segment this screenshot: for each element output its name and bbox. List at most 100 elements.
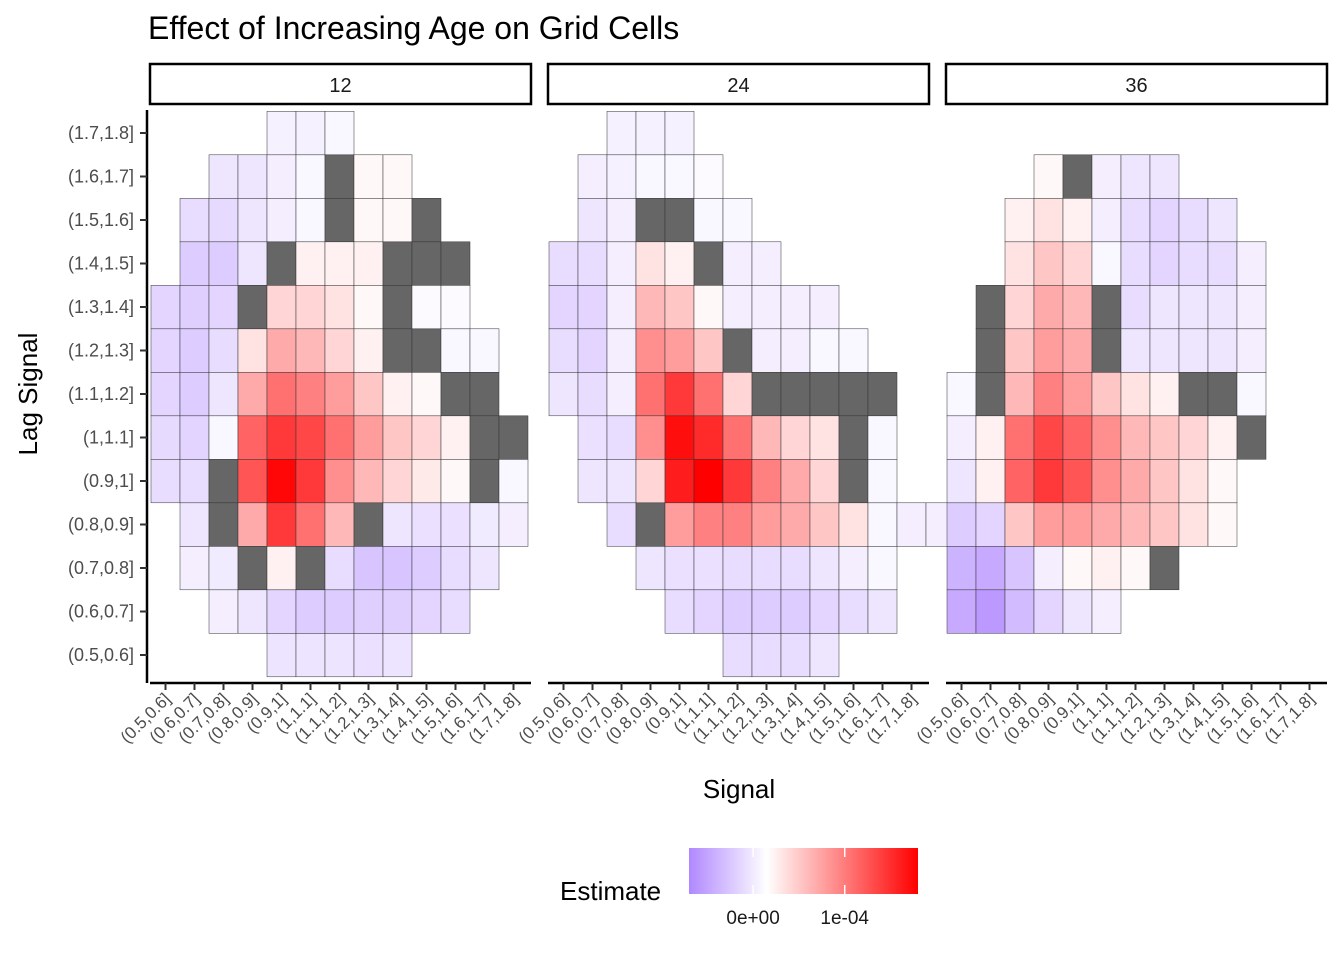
heatmap-cell [751,372,782,417]
heatmap-cell [896,502,927,547]
heatmap-cell [1091,502,1122,547]
heatmap-cell [237,154,268,199]
heatmap-cell [353,459,384,504]
heatmap-cell [353,633,384,678]
legend-ticks: 0e+00 1e-04 [726,848,869,929]
facet-panel-36: 36(0.5,0.6](0.6,0.7](0.7,0.8](0.8,0.9](0… [913,62,1329,747]
heatmap-cell [780,633,811,678]
heatmap-cell [1149,198,1180,243]
heatmap-cell [946,546,977,591]
heatmap-cell [208,415,239,460]
heatmap-cell [295,372,326,417]
y-tick-label: (1.1,1.2] [68,384,134,404]
heatmap-cell [751,633,782,678]
heatmap-cell [548,241,579,286]
heatmap-cell [867,415,898,460]
heatmap-cell [324,546,355,591]
legend-tick-label: 1e-04 [820,908,869,929]
heatmap-cell [382,241,413,286]
y-tick-label: (0.5,0.6] [68,645,134,665]
heatmap-cell [1004,502,1035,547]
heatmap-cell [1149,154,1180,199]
heatmap-cell [1062,328,1093,373]
heatmap-cell [440,415,471,460]
heatmap-cell [1178,285,1209,330]
heatmap-cell [838,459,869,504]
heatmap-cell [780,285,811,330]
heatmap-cell [266,633,297,678]
heatmap-cell [150,328,181,373]
heatmap-cell [693,415,724,460]
heatmap-cell [208,589,239,634]
heatmap-cell [606,111,637,156]
y-tick-label: (1.5,1.6] [68,210,134,230]
heatmap-cell [664,546,695,591]
heatmap-cell [1178,328,1209,373]
x-axis-title: Signal [703,774,775,804]
heatmap-cell [266,459,297,504]
heatmap-cell [324,154,355,199]
heatmap-cell [353,154,384,199]
facet-strip-label: 24 [727,75,749,97]
heatmap-cell [635,502,666,547]
heatmap-cell [179,502,210,547]
heatmap-cell [353,546,384,591]
heatmap-cell [179,546,210,591]
heatmap-cell [722,546,753,591]
heatmap-cell [208,502,239,547]
heatmap-cell [577,198,608,243]
heatmap-cell [1091,198,1122,243]
heatmap-cell [1062,241,1093,286]
heatmap-cell [693,154,724,199]
heatmap-cell [440,589,471,634]
y-tick-label: (0.7,0.8] [68,558,134,578]
heatmap-cell [1004,372,1035,417]
heatmap-cell [237,372,268,417]
facet-panel-24: 24(0.5,0.6](0.6,0.7](0.7,0.8](0.8,0.9](0… [515,62,956,747]
heatmap-cell [635,241,666,286]
heatmap-cell [1004,241,1035,286]
heatmap-cell [324,372,355,417]
heatmap-cell [693,328,724,373]
heatmap-cell [237,241,268,286]
heatmap-cell [606,328,637,373]
heatmap-cell [440,459,471,504]
heatmap-cell [237,415,268,460]
y-tick-label: (1.2,1.3] [68,341,134,361]
heatmap-cell [266,502,297,547]
facet-strip [148,62,533,106]
y-tick-label: (0.9,1] [83,471,134,491]
heatmap-cell [780,328,811,373]
y-axis-title: Lag Signal [13,333,43,456]
heatmap-cell [1004,459,1035,504]
heatmap-cell [150,285,181,330]
heatmap-cell [382,546,413,591]
heatmap-cell [780,459,811,504]
heatmap-cell [751,241,782,286]
heatmap-cell [664,285,695,330]
heatmap-cell [295,589,326,634]
heatmap-cell [324,633,355,678]
heatmap-cell [751,459,782,504]
heatmap-cell [809,415,840,460]
heatmap-cell [1033,328,1064,373]
heatmap-cell [324,241,355,286]
legend-tick-label: 0e+00 [726,908,779,929]
heatmap-cell [1091,154,1122,199]
heatmap-cell [411,285,442,330]
heatmap-cell [975,459,1006,504]
heatmap-cell [577,328,608,373]
heatmap-cell [382,285,413,330]
heatmap-cell [382,372,413,417]
facet-strip-label: 36 [1125,75,1147,97]
heatmap-cell [1091,546,1122,591]
facet-panels: 12(0.5,0.6](0.6,0.7](0.7,0.8](0.8,0.9](0… [117,62,1329,747]
legend-title: Estimate [560,876,661,906]
heatmap-cell [1091,328,1122,373]
heatmap-cell [295,111,326,156]
heatmap-cell [208,459,239,504]
heatmap-cell [693,589,724,634]
heatmap-cell [693,546,724,591]
heatmap-cell [1062,285,1093,330]
heatmap-cell [382,459,413,504]
